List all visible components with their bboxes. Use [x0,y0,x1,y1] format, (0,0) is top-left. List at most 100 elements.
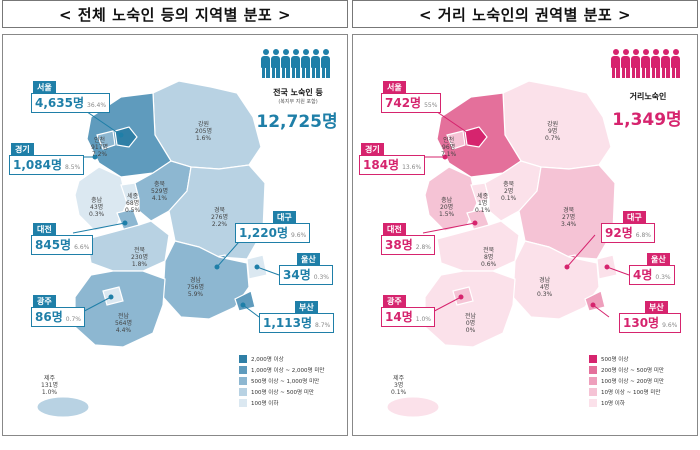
map-region-seoul [464,126,488,148]
map-region-jeonnam [424,270,516,348]
legend-text: 200명 이상 ~ 500명 미만 [601,367,664,374]
gyeonggi-callout: 1,084명 8.5% [9,155,85,175]
jeonnam-label: 전남 0명 0% [465,313,477,334]
daejeon-value: 845명 [35,238,72,252]
seoul-value: 4,635명 [35,96,84,110]
left-panel-title: < 전체 노숙인 등의 지역별 분포 > [2,0,348,28]
jeonbuk-label: 전북 230명 1.8% [131,247,148,268]
gwangju-value: 14명 [385,310,413,324]
left-legend-row: 1,000명 이상 ~ 2,000명 미만 [239,364,324,375]
right-map-box: 거리노숙인 1,349명 서울 742명 55% 경기 184명 13.6% 대전 … [352,34,698,436]
seoul-callout: 742명 55% [381,93,442,113]
jeonnam-label: 전남 564명 4.4% [115,313,132,334]
gyeonggi-pct: 8.5% [65,164,81,171]
jeju-label: 제주 3명 0.1% [391,375,407,396]
legend-swatch [239,387,247,396]
busan-callout: 130명 9.6% [619,313,682,333]
legend-text: 100명 이상 ~ 500명 미만 [251,389,314,396]
daegu-value: 1,220명 [239,226,288,240]
left-total-sub: (복지부 지원 포함) [278,99,318,105]
ulsan-pct: 0.3% [313,274,329,281]
right-panel-title: < 거리 노숙인의 권역별 분포 > [352,0,698,28]
jeju-label: 제주 131명 1.0% [41,375,58,396]
daegu-tag: 대구 [273,211,296,224]
gyeonggi-tag: 경기 [11,143,34,156]
gwangju-pct: 1.0% [415,316,431,323]
daegu-value: 92명 [605,226,633,240]
daejeon-pct: 2.8% [415,244,431,251]
map-region-incheon [446,130,466,150]
seoul-pct: 55% [424,102,438,109]
left-total-value: 12,725명 [256,112,338,132]
map-region-incheon [96,130,116,150]
busan-value: 1,113명 [263,316,312,330]
right-legend-row: 10명 이하 [589,397,664,408]
chungbuk-label: 충북 2명 0.1% [501,181,517,202]
legend-text: 10명 이상 ~ 100명 미만 [601,389,661,396]
busan-callout: 1,113명 8.7% [259,313,335,333]
map-region-gyeongnam [162,240,250,320]
gwangju-pct: 0.7% [65,316,81,323]
busan-pct: 9.6% [662,322,678,329]
right-korea-map [386,80,630,418]
daegu-tag: 대구 [623,211,646,224]
gyeongnam-label: 경남 4명 0.3% [537,277,553,298]
busan-tag: 부산 [295,301,318,314]
daegu-pct: 6.8% [635,232,651,239]
map-region-jeju [36,396,90,418]
left-legend-row: 100명 이상 ~ 500명 미만 [239,386,324,397]
ulsan-callout: 4명 0.3% [629,265,675,285]
sejong-label: 세종 68명 0.5% [125,193,141,214]
sejong-label: 세종 1명 0.1% [475,193,491,214]
seoul-tag: 서울 [33,81,56,94]
right-legend: 500명 이상 200명 이상 ~ 500명 미만 100명 이상 ~ 200명… [589,353,664,408]
gwangju-tag: 광주 [383,295,406,308]
gyeongnam-label: 경남 756명 5.9% [187,277,204,298]
daejeon-tag: 대전 [383,223,406,236]
gangwon-label: 강원 205명 1.6% [195,121,212,142]
map-region-busan [584,290,606,312]
legend-swatch [589,398,597,407]
daejeon-pct: 6.6% [74,244,90,251]
right-legend-row: 100명 이상 ~ 200명 미만 [589,375,664,386]
daegu-pct: 9.6% [291,232,307,239]
legend-text: 2,000명 이상 [251,356,284,363]
map-region-seoul [114,126,138,148]
right-total-label: 거리노숙인 [629,92,667,101]
jeonbuk-label: 전북 8명 0.6% [481,247,497,268]
seoul-callout: 4,635명 36.4% [31,93,111,113]
map-region-jeonbuk [436,220,520,272]
incheon-label: 인천 917명 7.2% [91,137,108,158]
daejeon-value: 38명 [385,238,413,252]
left-legend: 2,000명 이상 1,000명 이상 ~ 2,000명 미만 500명 이상 … [239,353,324,408]
right-panel: < 거리 노숙인의 권역별 분포 > [352,0,698,436]
ulsan-tag: 울산 [647,253,670,266]
seoul-pct: 36.4% [87,102,107,109]
left-people-icon [261,49,330,79]
seoul-tag: 서울 [383,81,406,94]
legend-text: 500명 이상 [601,356,629,363]
map-region-gyeongnam [512,240,600,320]
legend-swatch [589,387,597,396]
legend-text: 1,000명 이상 ~ 2,000명 미만 [251,367,325,374]
right-legend-row: 500명 이상 [589,353,664,364]
daegu-callout: 92명 6.8% [601,223,655,243]
gyeonggi-tag: 경기 [361,143,384,156]
map-region-jeonbuk [86,220,170,272]
daejeon-tag: 대전 [33,223,56,236]
legend-text: 500명 이상 ~ 1,000명 미만 [251,378,320,385]
legend-swatch [239,376,247,385]
left-total-label: 전국 노숙인 등 [273,88,323,97]
left-legend-row: 500명 이상 ~ 1,000명 미만 [239,375,324,386]
right-legend-row: 10명 이상 ~ 100명 미만 [589,386,664,397]
gwangju-callout: 14명 1.0% [381,307,435,327]
legend-swatch [239,398,247,407]
chungnam-label: 충남 43명 0.3% [89,197,105,218]
right-legend-row: 200명 이상 ~ 500명 미만 [589,364,664,375]
chungbuk-label: 충북 529명 4.1% [151,181,168,202]
daejeon-callout: 38명 2.8% [381,235,435,255]
gwangju-tag: 광주 [33,295,56,308]
legend-swatch [589,354,597,363]
ulsan-tag: 울산 [297,253,320,266]
